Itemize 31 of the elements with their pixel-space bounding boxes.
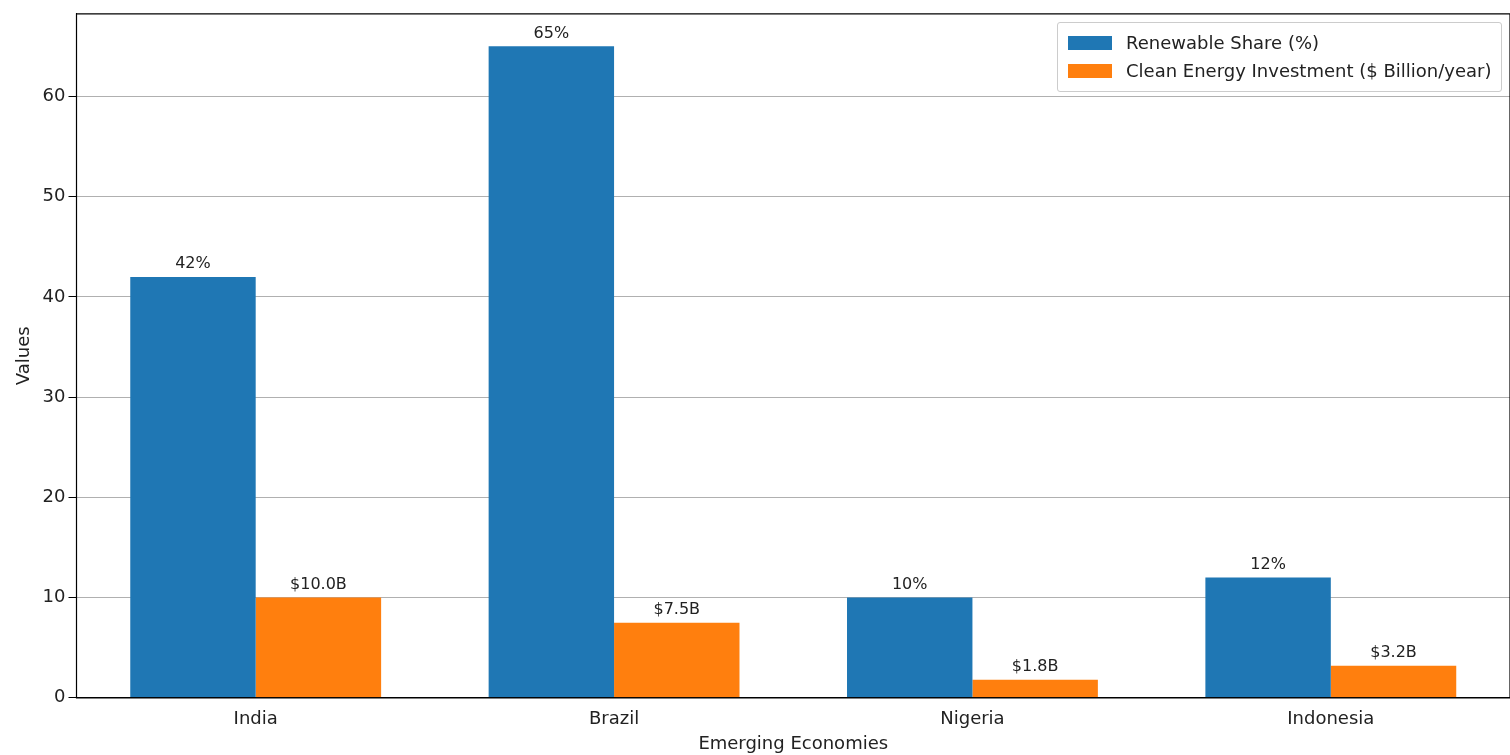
- bar: [1205, 577, 1331, 698]
- bar: [130, 276, 256, 698]
- bar: [614, 622, 740, 698]
- bar: [255, 597, 382, 698]
- x-tick-label: Indonesia: [1287, 707, 1375, 729]
- y-tick-label: 50: [42, 184, 66, 206]
- bar: [847, 597, 973, 698]
- legend-label: Clean Energy Investment ($ Billion/year): [1126, 58, 1492, 83]
- x-tick-label: Nigeria: [940, 707, 1005, 729]
- data-label: 65%: [533, 22, 570, 42]
- x-tick-label: India: [233, 707, 278, 729]
- y-tick-label: 20: [42, 485, 66, 507]
- y-axis-title: Values: [12, 326, 34, 386]
- data-label: 10%: [891, 573, 928, 593]
- data-label: $3.2B: [1370, 641, 1417, 661]
- x-axis-title: Emerging Economies: [698, 731, 889, 753]
- y-tick-label: 30: [42, 384, 66, 406]
- legend-label: Renewable Share (%): [1126, 30, 1320, 55]
- data-label: $1.8B: [1011, 655, 1059, 675]
- data-label: 12%: [1250, 553, 1286, 573]
- bar: [972, 679, 1098, 698]
- y-tick-label: 60: [42, 84, 66, 106]
- y-tick-label: 10: [42, 585, 66, 607]
- bar: [1330, 665, 1457, 698]
- data-label: $10.0B: [290, 573, 347, 593]
- data-label: $7.5B: [653, 598, 701, 618]
- y-tick-label: 0: [54, 685, 66, 707]
- bar: [488, 46, 615, 698]
- data-label: 42%: [175, 253, 211, 273]
- x-tick-label: Brazil: [588, 707, 640, 729]
- y-tick-label: 40: [42, 284, 66, 306]
